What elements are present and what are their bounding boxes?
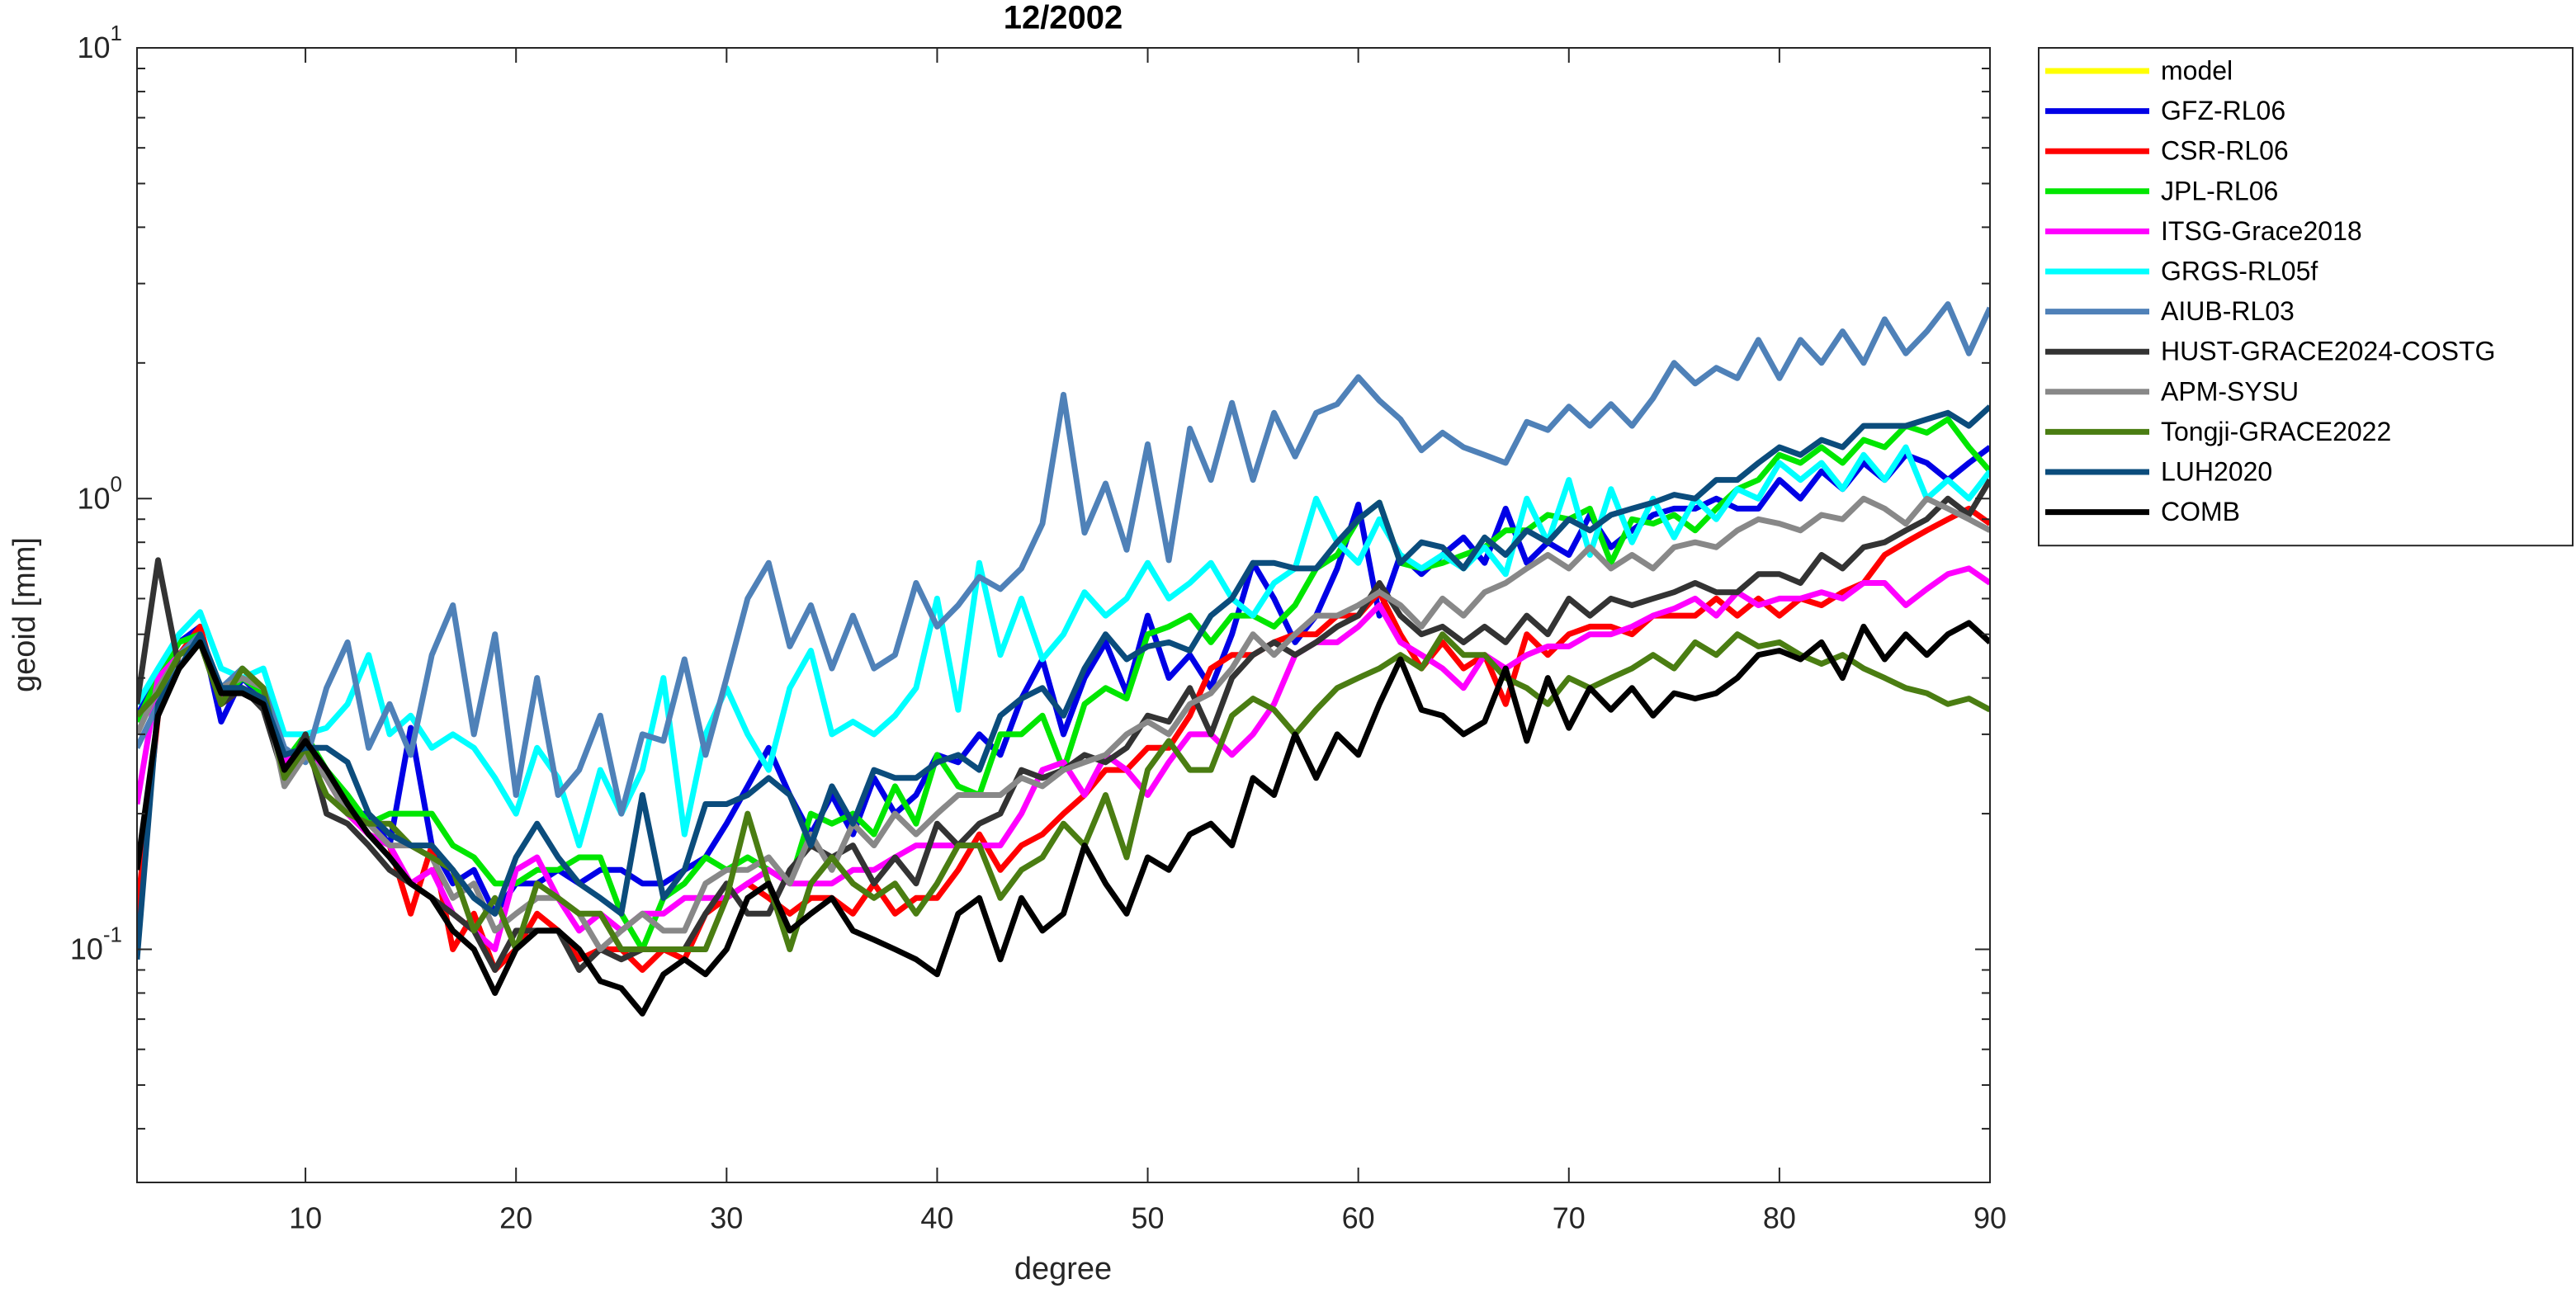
y-tick-exponent: 0 bbox=[111, 471, 122, 496]
y-tick-label: 100 bbox=[77, 471, 122, 515]
series-line bbox=[137, 301, 1990, 817]
series-line bbox=[137, 444, 1990, 849]
x-tick-label: 50 bbox=[1132, 1201, 1165, 1235]
x-axis-label: degree bbox=[1014, 1252, 1112, 1286]
legend-label: ITSG-Grace2018 bbox=[2161, 216, 2362, 246]
legend-label: JPL-RL06 bbox=[2161, 176, 2278, 205]
x-tick-label: 40 bbox=[920, 1201, 953, 1235]
legend-label: model bbox=[2161, 55, 2233, 85]
legend-label: GRGS-RL05f bbox=[2161, 256, 2318, 285]
y-tick-base: 10 bbox=[70, 932, 103, 965]
legend-label: Tongji-GRACE2022 bbox=[2161, 417, 2391, 446]
plot-frame bbox=[136, 47, 1991, 1183]
legend-label: HUST-GRACE2024-COSTG bbox=[2161, 337, 2495, 366]
series-line bbox=[137, 495, 1990, 952]
x-tick-label: 30 bbox=[710, 1201, 743, 1235]
legend-label: APM-SYSU bbox=[2161, 376, 2299, 406]
series-line bbox=[137, 404, 1990, 960]
legend-label: LUH2020 bbox=[2161, 456, 2272, 486]
legend-box bbox=[2038, 47, 2574, 547]
series-line bbox=[137, 445, 1990, 917]
y-axis-label: geoid [mm] bbox=[7, 537, 42, 692]
legend-label: GFZ-RL06 bbox=[2161, 96, 2285, 125]
series-line bbox=[137, 565, 1990, 952]
plot-lines bbox=[137, 301, 1990, 1017]
x-tick-label: 80 bbox=[1763, 1201, 1796, 1235]
x-tick-label: 20 bbox=[499, 1201, 532, 1235]
x-tick-label: 70 bbox=[1553, 1201, 1586, 1235]
legend: model GFZ-RL06 CSR-RL06 JPL-RL06 ITSG-Grace2… bbox=[2038, 47, 2574, 547]
x-tick-label: 10 bbox=[289, 1201, 322, 1235]
y-tick-label: 10-1 bbox=[70, 922, 122, 965]
x-tick-label: 90 bbox=[1973, 1201, 2006, 1235]
series-line bbox=[137, 620, 1990, 1017]
y-tick-exponent: 1 bbox=[111, 21, 122, 45]
x-tick-label: 60 bbox=[1342, 1201, 1375, 1235]
y-tick-exponent: -1 bbox=[103, 922, 122, 946]
y-tick-base: 10 bbox=[77, 481, 110, 515]
y-tick-base: 10 bbox=[77, 31, 110, 64]
chart-title: 12/2002 bbox=[1004, 0, 1123, 36]
legend-label: CSR-RL06 bbox=[2161, 136, 2289, 166]
legend-label: COMB bbox=[2161, 497, 2240, 526]
y-tick-label: 101 bbox=[77, 21, 122, 64]
legend-label: AIUB-RL03 bbox=[2161, 296, 2295, 326]
